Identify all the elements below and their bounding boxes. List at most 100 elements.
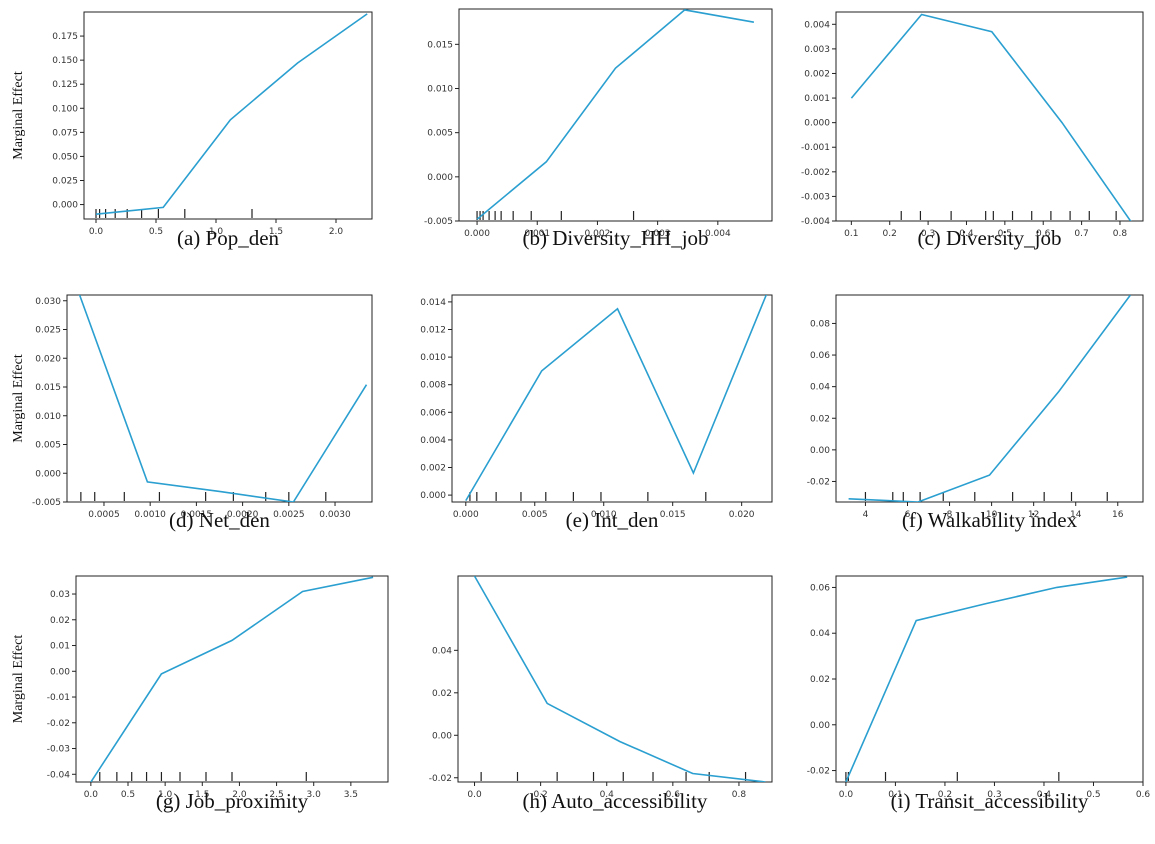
panel-a: 0.0 0.5 1.0 1.5 2.0 0.000 0.025 0.050 0.075 0.100… bbox=[11, 11, 373, 250]
panel-caption: (c) Diversity_job bbox=[917, 226, 1061, 250]
y-tick-label: 0.010 bbox=[427, 85, 453, 95]
y-tick-label: 0.000 bbox=[427, 173, 453, 183]
x-tick-label: 0.004 bbox=[705, 229, 731, 239]
x-tick-label: 8 bbox=[947, 510, 953, 520]
y-tick-label: 0.02 bbox=[810, 414, 830, 424]
y-tick-label: 0.001 bbox=[804, 94, 830, 104]
x-tick-label: 4 bbox=[863, 510, 869, 520]
panel-caption: (b) Diversity_HH_job bbox=[522, 226, 708, 250]
y-tick-label: -0.003 bbox=[801, 192, 830, 202]
x-tick-label: 1.0 bbox=[209, 227, 224, 237]
panel-caption: (h) Auto_accessibility bbox=[523, 789, 708, 813]
y-tick-label: 0.015 bbox=[35, 383, 61, 393]
x-tick-label: 0.0 bbox=[84, 790, 99, 800]
x-tick-label: 0.0 bbox=[89, 227, 104, 237]
y-tick-label: 0.004 bbox=[804, 20, 830, 30]
y-tick-label: 0.000 bbox=[804, 119, 830, 129]
y-tick-label: 0.075 bbox=[52, 128, 78, 138]
x-tick-label: 0.5 bbox=[121, 790, 135, 800]
y-tick-label: 0.014 bbox=[420, 298, 446, 308]
x-tick-label: 0.8 bbox=[732, 790, 747, 800]
panel-d: 0.0005 0.0010 0.0015 0.0020 0.0025 0.0030 -0.0… bbox=[11, 294, 373, 532]
panel-b: 0.000 0.001 0.002 0.003 0.004 -0.005 0.000 0.00… bbox=[424, 8, 773, 250]
plot-frame bbox=[835, 11, 1144, 222]
x-tick-label: 0.5 bbox=[1086, 790, 1100, 800]
series-line bbox=[95, 13, 368, 215]
panel-f: 4 6 8 10 12 14 16 -0.02 0.00 0.02 0.04 0.06 0.08 (f) … bbox=[807, 294, 1144, 532]
y-tick-label: 0.02 bbox=[432, 689, 452, 699]
series-line bbox=[476, 9, 755, 220]
y-axis-label: Marginal Effect bbox=[11, 354, 26, 443]
y-axis-label: Marginal Effect bbox=[11, 71, 26, 160]
y-tick-label: 0.050 bbox=[52, 152, 78, 162]
series-line bbox=[845, 576, 1128, 782]
x-tick-label: 0.6 bbox=[1036, 229, 1051, 239]
y-tick-label: 0.002 bbox=[420, 464, 446, 474]
y-tick-label: 0.000 bbox=[35, 469, 61, 479]
y-tick-label: 0.005 bbox=[35, 441, 61, 451]
x-tick-label: 0.2 bbox=[533, 790, 547, 800]
x-tick-label: 0.3 bbox=[987, 790, 1001, 800]
plot-frame bbox=[83, 11, 373, 220]
y-tick-label: 0.01 bbox=[50, 642, 70, 652]
x-tick-label: 2.0 bbox=[329, 227, 344, 237]
x-tick-label: 14 bbox=[1070, 510, 1082, 520]
x-tick-label: 0.0 bbox=[467, 790, 482, 800]
panel-caption: (f) Walkability index bbox=[902, 508, 1078, 532]
y-tick-label: -0.002 bbox=[801, 168, 830, 178]
panel-e: 0.000 0.005 0.010 0.015 0.020 0.000 0.002 0.004… bbox=[420, 294, 773, 532]
x-tick-label: 0.5 bbox=[998, 229, 1012, 239]
x-tick-label: 0.6 bbox=[1136, 790, 1151, 800]
y-tick-label: -0.005 bbox=[32, 498, 61, 508]
y-tick-label: -0.04 bbox=[47, 770, 71, 780]
x-tick-label: 0.4 bbox=[959, 229, 974, 239]
y-tick-label: 0.06 bbox=[810, 583, 830, 593]
x-tick-label: 0.3 bbox=[921, 229, 935, 239]
x-tick-label: 3.0 bbox=[307, 790, 322, 800]
y-tick-label: 0.02 bbox=[810, 675, 830, 685]
panel-i: 0.0 0.1 0.2 0.3 0.4 0.5 0.6 -0.02 0.00 0.02 0.04 0.… bbox=[807, 575, 1151, 813]
y-tick-label: 0.010 bbox=[35, 412, 61, 422]
y-tick-label: 0.06 bbox=[810, 351, 830, 361]
plot-frame bbox=[75, 575, 389, 783]
plot-frame bbox=[457, 575, 773, 783]
y-tick-label: -0.004 bbox=[801, 217, 830, 227]
y-tick-label: 0.00 bbox=[432, 731, 452, 741]
x-tick-label: 0.1 bbox=[888, 790, 902, 800]
x-tick-label: 0.010 bbox=[591, 510, 617, 520]
y-tick-label: 0.005 bbox=[427, 129, 453, 139]
x-tick-label: 6 bbox=[905, 510, 911, 520]
y-tick-label: -0.01 bbox=[47, 693, 70, 703]
x-tick-label: 0.6 bbox=[666, 790, 681, 800]
y-tick-label: 0.012 bbox=[420, 326, 446, 336]
x-tick-label: 10 bbox=[986, 510, 998, 520]
x-tick-label: 12 bbox=[1028, 510, 1039, 520]
plot-frame bbox=[458, 8, 773, 222]
y-tick-label: 0.010 bbox=[420, 353, 446, 363]
x-tick-label: 0.0010 bbox=[134, 510, 166, 520]
x-tick-label: 0.8 bbox=[1113, 229, 1128, 239]
y-tick-label: 0.125 bbox=[52, 80, 78, 90]
y-tick-label: -0.03 bbox=[47, 745, 70, 755]
y-tick-label: 0.03 bbox=[50, 590, 70, 600]
y-tick-label: 0.04 bbox=[432, 646, 452, 656]
y-tick-label: 0.00 bbox=[50, 667, 70, 677]
x-tick-label: 0.001 bbox=[524, 229, 550, 239]
panel-h: 0.0 0.2 0.4 0.6 0.8 -0.02 0.00 0.02 0.04 (h) Auto… bbox=[429, 575, 773, 813]
panel-caption: (a) Pop_den bbox=[177, 226, 280, 250]
x-tick-label: 1.5 bbox=[269, 227, 283, 237]
y-tick-label: 0.025 bbox=[52, 176, 78, 186]
x-tick-label: 2.5 bbox=[269, 790, 283, 800]
series-line bbox=[465, 295, 768, 502]
y-tick-label: -0.02 bbox=[807, 767, 830, 777]
x-tick-label: 3.5 bbox=[344, 790, 358, 800]
y-tick-label: 0.003 bbox=[804, 45, 830, 55]
x-tick-label: 1.5 bbox=[195, 790, 209, 800]
panel-caption: (g) Job_proximity bbox=[156, 789, 309, 813]
series-line bbox=[848, 295, 1132, 502]
plot-frame bbox=[451, 294, 773, 503]
x-tick-label: 0.4 bbox=[600, 790, 615, 800]
y-tick-label: 0.006 bbox=[420, 408, 446, 418]
y-tick-label: 0.08 bbox=[810, 319, 830, 329]
y-tick-label: 0.000 bbox=[420, 491, 446, 501]
